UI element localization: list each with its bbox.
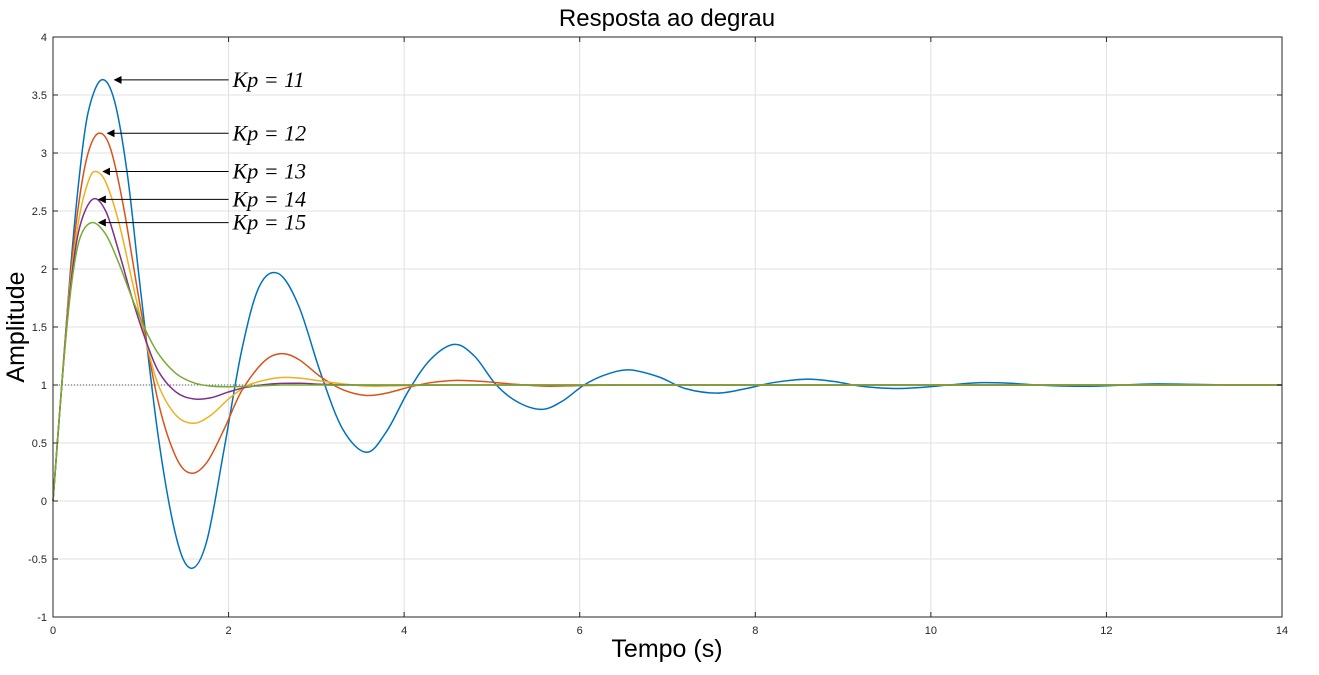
ticks: 0 2 4 6 8 10 12 14 -1 -0.5 0 0.5 1 1.5 2 2.5 3 3.5 4 <box>28 32 1288 637</box>
y-axis-label: Amplitude <box>2 271 30 382</box>
x-tick-label: 14 <box>1276 625 1288 637</box>
annotation-label: Kp = 15 <box>232 210 307 235</box>
x-tick-label: 4 <box>401 625 407 637</box>
y-tick-label: 4 <box>41 32 47 44</box>
x-axis-label: Tempo (s) <box>611 635 722 663</box>
series-line-kp-15 <box>52 221 1282 502</box>
x-tick-label: 8 <box>752 625 758 637</box>
y-tick-label: 2.5 <box>32 206 47 218</box>
y-tick-label: 2 <box>41 264 47 276</box>
x-tick-label: 6 <box>577 625 583 637</box>
y-tick-label: 3 <box>41 148 47 160</box>
x-tick-label: 10 <box>925 625 937 637</box>
annotation-label: Kp = 11 <box>232 67 305 92</box>
chart-title: Resposta ao degrau <box>559 5 775 32</box>
series-line-kp-12 <box>52 132 1282 502</box>
series-layer <box>52 78 1283 570</box>
y-tick-label: 3.5 <box>32 90 47 102</box>
x-tick-label: 2 <box>226 625 232 637</box>
annotation-label: Kp = 13 <box>232 159 307 184</box>
y-tick-label: 0.5 <box>32 438 47 450</box>
x-tick-label: 12 <box>1100 625 1112 637</box>
y-tick-label: -1 <box>37 612 47 624</box>
annotation-label: Kp = 12 <box>232 120 307 145</box>
x-tick-label: 0 <box>50 625 56 637</box>
series-line-kp-11 <box>52 78 1283 570</box>
y-tick-label: 1 <box>41 380 47 392</box>
annotation-label: Kp = 14 <box>232 186 307 211</box>
y-tick-label: 0 <box>41 496 47 508</box>
y-tick-label: 1.5 <box>32 322 47 334</box>
y-tick-label: -0.5 <box>28 554 47 566</box>
